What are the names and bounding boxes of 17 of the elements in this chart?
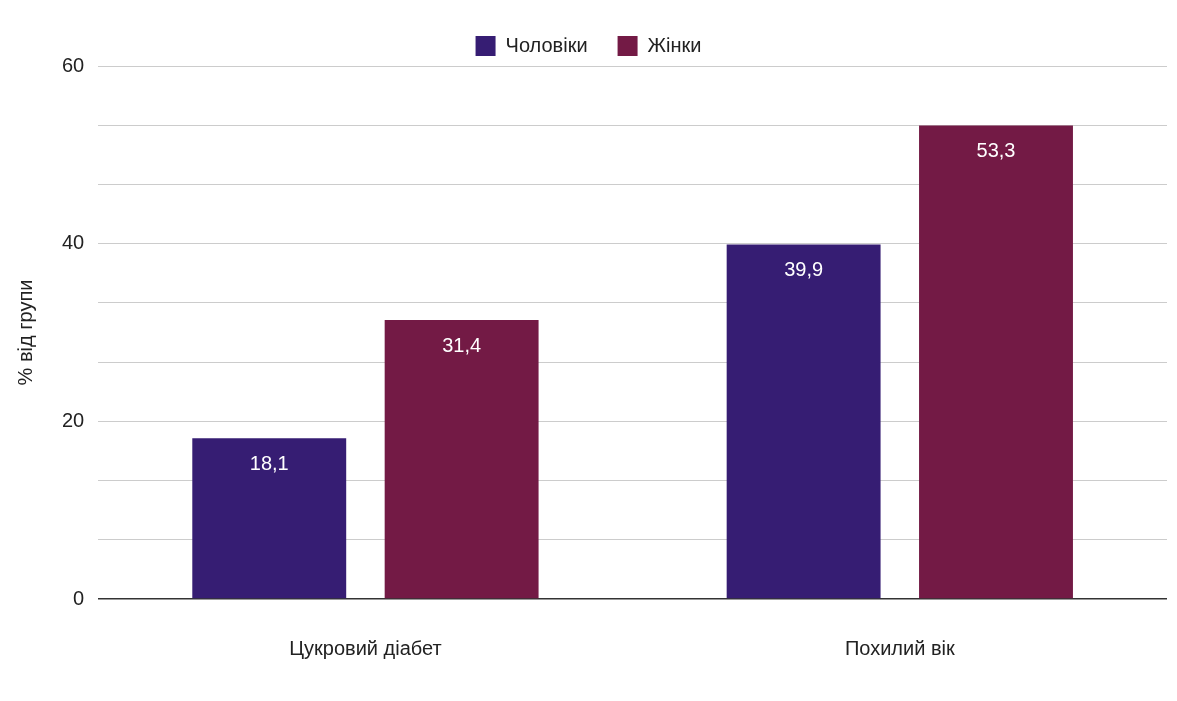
- legend-label: Чоловіки: [505, 33, 588, 56]
- x-tick-label: Похилий вік: [844, 636, 955, 659]
- data-label: 53,3: [976, 139, 1016, 162]
- bar: [919, 125, 1073, 599]
- y-axis-title: % від групи: [13, 279, 36, 386]
- data-label: 31,4: [442, 333, 482, 356]
- data-label: 39,9: [784, 258, 824, 281]
- y-tick-label: 0: [73, 586, 85, 609]
- y-tick-label: 20: [62, 408, 85, 431]
- bar: [384, 320, 539, 599]
- legend-label: Жінки: [647, 33, 702, 56]
- bar: [192, 438, 347, 599]
- y-tick-label: 40: [62, 231, 85, 254]
- data-label: 18,1: [249, 451, 289, 474]
- bar: [726, 244, 881, 599]
- y-tick-label: 60: [62, 53, 85, 76]
- x-tick-label: Цукровий діабет: [289, 636, 442, 659]
